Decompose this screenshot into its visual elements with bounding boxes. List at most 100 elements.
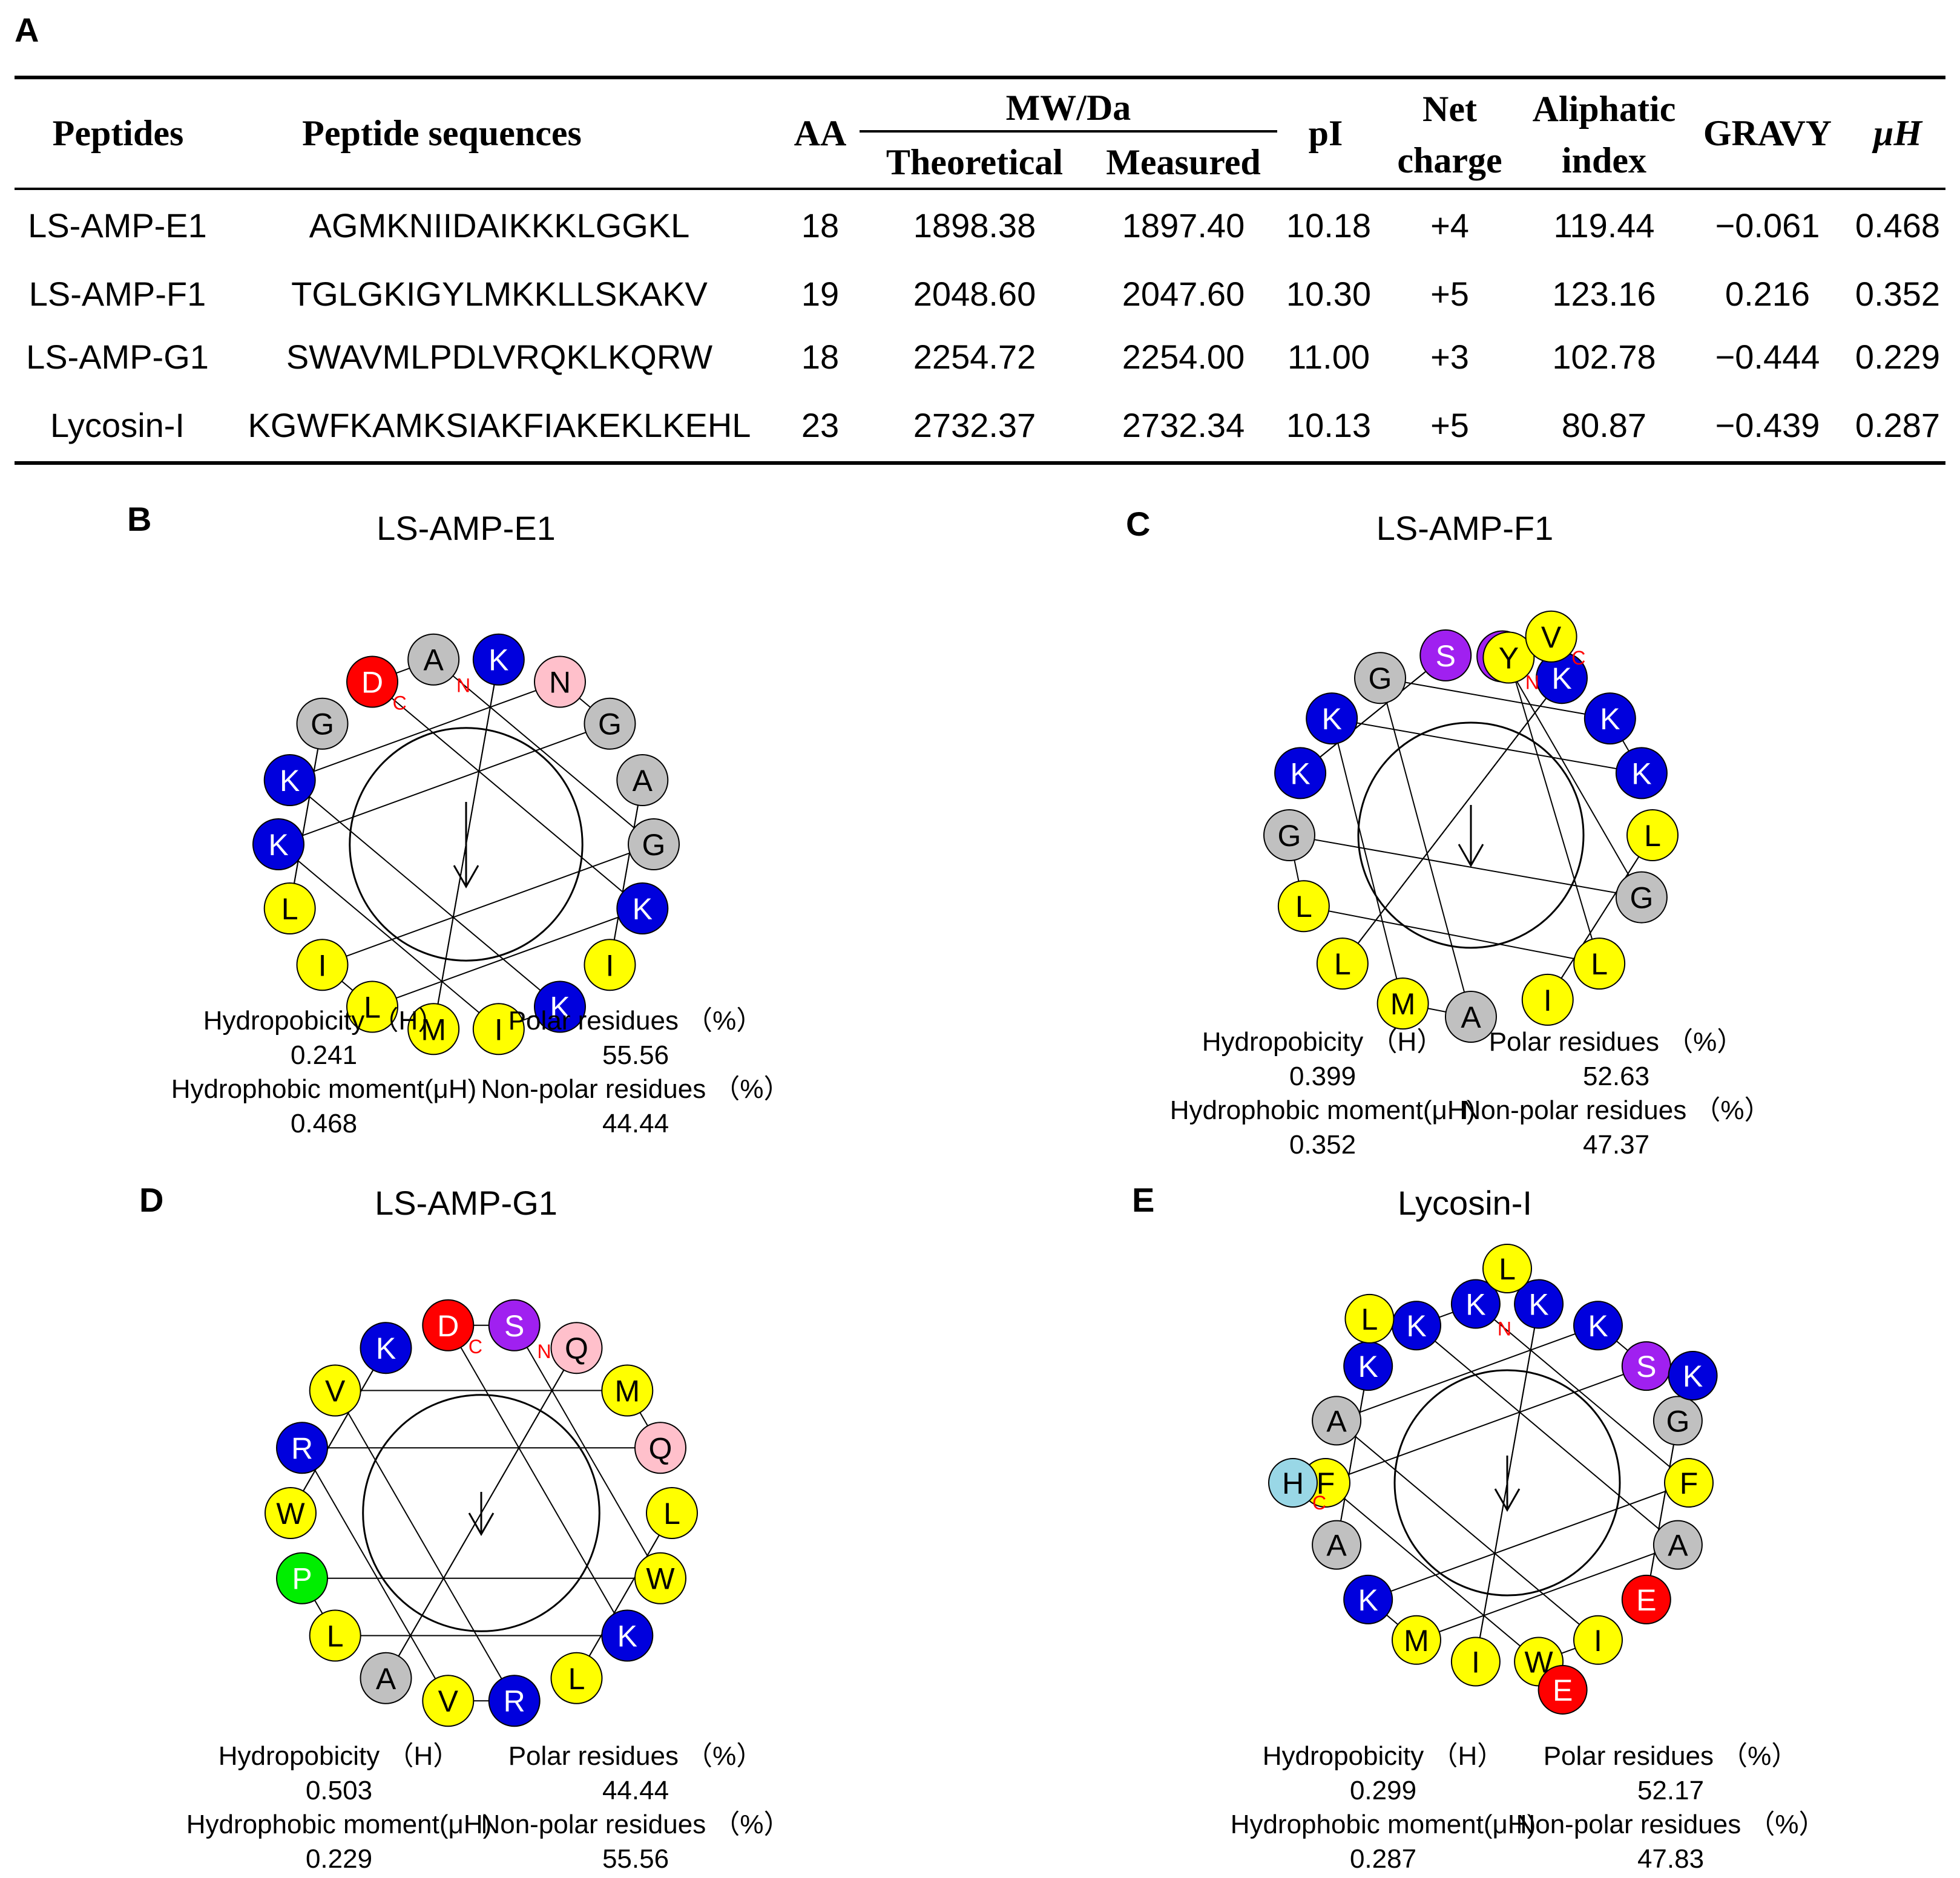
header-net-charge-line1: Net xyxy=(1422,89,1477,129)
panel-label-e: E xyxy=(1132,1181,1155,1219)
residue-G: G xyxy=(584,697,636,750)
n-terminus-label: N xyxy=(456,675,470,697)
stat-moment-label: Hydrophobic moment(μH) xyxy=(1230,1810,1536,1839)
stat-polar-value: 52.17 xyxy=(1637,1776,1705,1805)
residue-G: G xyxy=(628,818,680,870)
residue-M: M xyxy=(407,1003,460,1056)
svg-text:G: G xyxy=(642,828,666,862)
svg-text:K: K xyxy=(550,990,570,1024)
svg-text:I: I xyxy=(606,948,614,982)
residue-I: I xyxy=(472,1003,525,1056)
header-aa: AA xyxy=(794,113,847,153)
header-mw: MW/Da xyxy=(1005,88,1131,128)
cell-theoretical: 2732.37 xyxy=(913,406,1036,444)
stat-nonpolar-value: 44.44 xyxy=(602,1109,669,1138)
cell-name: Lycosin-I xyxy=(50,406,185,444)
cell-sequence: TGLGKIGYLMKKLLSKAKV xyxy=(291,275,708,313)
wheel-connector-line xyxy=(278,723,610,845)
header-measured: Measured xyxy=(1106,142,1261,182)
wheel-connector-line xyxy=(289,723,323,909)
svg-text:G: G xyxy=(311,708,334,741)
wheel-connector-line xyxy=(278,844,499,1030)
residue-D: D xyxy=(346,655,398,708)
svg-text:L: L xyxy=(281,892,298,926)
cell-pi: 10.30 xyxy=(1286,275,1372,313)
stat-moment-label: Hydrophobic moment(μH) xyxy=(186,1810,492,1839)
stat-nonpolar-label: Non-polar residues （%） xyxy=(481,1810,791,1839)
stat-hydrophobicity-label: Hydropobicity （H） xyxy=(218,1741,460,1771)
cell-measured: 2732.34 xyxy=(1122,406,1245,444)
wheel-connector-line xyxy=(289,681,561,781)
stat-hydrophobicity-value: 0.503 xyxy=(305,1776,373,1805)
stat-polar-label: Polar residues （%） xyxy=(1488,1027,1744,1057)
residue-K: K xyxy=(616,882,669,935)
cell-sequence: AGMKNIIDAIKKKLGGKL xyxy=(309,206,690,245)
cell-name: LS-AMP-F1 xyxy=(28,275,206,313)
cell-name: LS-AMP-E1 xyxy=(28,206,207,245)
svg-text:K: K xyxy=(488,643,508,677)
cell-aliphatic: 102.78 xyxy=(1552,338,1656,376)
cell-muh: 0.229 xyxy=(1855,338,1941,376)
panel-label-b: B xyxy=(127,500,152,538)
stat-polar-label: Polar residues （%） xyxy=(1543,1741,1798,1771)
cell-muh: 0.468 xyxy=(1855,206,1941,245)
header-peptides: Peptides xyxy=(52,113,184,153)
stat-polar-value: 52.63 xyxy=(1582,1062,1650,1091)
residue-L: L xyxy=(263,882,316,935)
stat-nonpolar-value: 47.37 xyxy=(1582,1130,1650,1160)
residue-G: G xyxy=(296,697,349,750)
stat-polar-value: 44.44 xyxy=(602,1776,669,1805)
header-pi: pI xyxy=(1308,113,1343,153)
svg-text:A: A xyxy=(633,764,653,798)
cell-theoretical: 1898.38 xyxy=(913,206,1036,245)
residue-K: K xyxy=(263,753,316,806)
svg-text:N: N xyxy=(549,666,571,700)
svg-text:K: K xyxy=(633,892,653,926)
svg-text:I: I xyxy=(318,948,327,982)
stat-hydrophobicity-label: Hydropobicity （H） xyxy=(1202,1027,1444,1057)
cell-gravy: −0.444 xyxy=(1715,338,1820,376)
svg-text:K: K xyxy=(280,764,300,798)
cell-net-charge: +5 xyxy=(1430,406,1469,444)
header-net-charge-line2: charge xyxy=(1397,140,1502,180)
stat-hydrophobicity-value: 0.241 xyxy=(290,1040,358,1070)
wheel-connector-line xyxy=(289,780,561,1008)
stat-nonpolar-label: Non-polar residues （%） xyxy=(481,1074,791,1104)
cell-pi: 10.13 xyxy=(1286,406,1372,444)
residue-K: K xyxy=(472,633,525,686)
stat-moment-value: 0.468 xyxy=(290,1109,358,1138)
wheel-connector-line xyxy=(372,908,643,1008)
cell-muh: 0.287 xyxy=(1855,406,1941,444)
hydrophobic-moment-arrow xyxy=(453,802,479,889)
svg-text:I: I xyxy=(495,1013,503,1046)
cell-measured: 2254.00 xyxy=(1122,338,1245,376)
residue-A: A xyxy=(407,633,460,686)
cell-gravy: 0.216 xyxy=(1725,275,1810,313)
residue-K: K xyxy=(252,818,304,870)
stat-polar-value: 55.56 xyxy=(602,1040,669,1070)
header-sequences: Peptide sequences xyxy=(302,113,582,153)
stat-hydrophobicity-value: 0.299 xyxy=(1349,1776,1417,1805)
table-header-rule xyxy=(15,188,1945,190)
stat-hydrophobicity-value: 0.399 xyxy=(1289,1062,1357,1091)
header-aliphatic-line1: Aliphatic xyxy=(1532,89,1676,129)
cell-aliphatic: 80.87 xyxy=(1561,406,1647,444)
cell-aa: 19 xyxy=(801,275,840,313)
c-terminus-label: C xyxy=(393,692,407,714)
cell-pi: 10.18 xyxy=(1286,206,1372,245)
cell-gravy: −0.061 xyxy=(1715,206,1820,245)
cell-net-charge: +3 xyxy=(1430,338,1469,376)
header-gravy: GRAVY xyxy=(1703,113,1832,153)
residue-I: I xyxy=(584,939,636,991)
header-aliphatic-line2: index xyxy=(1561,140,1647,180)
residue-K: K xyxy=(534,980,586,1033)
residue-I: I xyxy=(296,939,349,991)
residue-A: A xyxy=(616,753,669,806)
cell-muh: 0.352 xyxy=(1855,275,1941,313)
header-muh: μH xyxy=(1873,113,1922,153)
wheel-connector-line xyxy=(322,844,654,966)
cell-aa: 23 xyxy=(801,406,840,444)
cell-sequence: KGWFKAMKSIAKFIAKEKLKEHL xyxy=(248,406,751,444)
cell-measured: 2047.60 xyxy=(1122,275,1245,313)
